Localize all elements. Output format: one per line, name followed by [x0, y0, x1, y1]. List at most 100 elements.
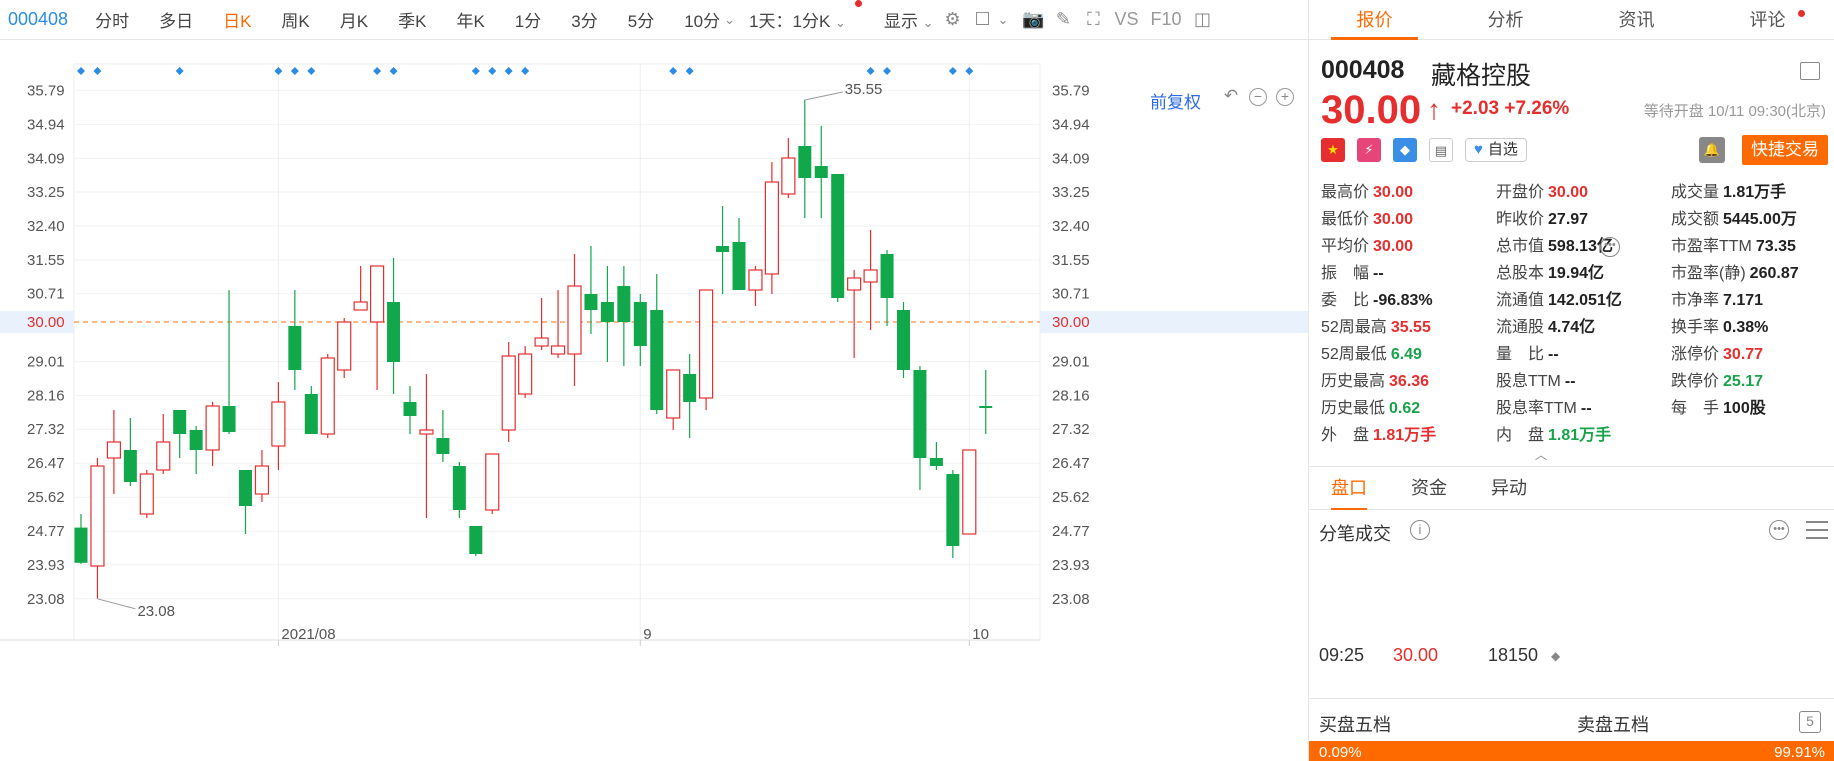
- stat-row: 52周最高 35.55 流通股 4.74亿 换手率 0.38%: [1321, 313, 1831, 340]
- collapse-chevron-icon[interactable]: ︿: [1535, 448, 1548, 462]
- pencil-icon[interactable]: ✎: [1055, 9, 1072, 29]
- min-label-leader: [97, 598, 136, 610]
- period-fenshi[interactable]: 分时: [95, 12, 130, 31]
- tick-direction-icon: ◆: [1551, 649, 1561, 663]
- candle-body: [831, 174, 845, 298]
- subtab-capital-flow[interactable]: 资金: [1411, 478, 1447, 498]
- bid-ratio: 0.09%: [1319, 744, 1362, 761]
- price-change-abs: +2.03: [1451, 98, 1500, 119]
- candle-body: [288, 326, 302, 370]
- info-icon[interactable]: i: [1410, 520, 1430, 540]
- current-price-label-bg-left: [0, 311, 74, 333]
- period-yearly-k[interactable]: 年K: [456, 12, 485, 31]
- sidebar-toggle-icon[interactable]: ◫: [1194, 9, 1212, 29]
- square-select-icon[interactable]: ☐: [974, 9, 991, 29]
- stat-row: 外 盘 1.81万手内 盘 1.81万手: [1321, 421, 1831, 448]
- stat-value: 260.87: [1749, 265, 1799, 282]
- menu-icon[interactable]: [1800, 62, 1820, 80]
- y-tick-label-left: 27.32: [27, 421, 65, 438]
- y-tick-label-right: 28.16: [1052, 388, 1090, 405]
- bid-five-title: 买盘五档: [1319, 715, 1391, 735]
- camera-icon[interactable]: 📷: [1022, 9, 1045, 29]
- stat-label: 跌停价: [1671, 373, 1720, 390]
- candle-body: [189, 430, 203, 450]
- tag-icon[interactable]: ◆: [1393, 138, 1417, 162]
- period-quarterly-k[interactable]: 季K: [398, 12, 427, 31]
- tab-news[interactable]: 资讯: [1618, 9, 1655, 30]
- tab-analysis[interactable]: 分析: [1487, 9, 1524, 30]
- last-price: 30.00: [1321, 88, 1422, 132]
- five-levels-icon[interactable]: 5: [1799, 711, 1821, 733]
- gear-icon[interactable]: ⚙: [944, 9, 961, 29]
- stat-cell: 市净率 7.171: [1671, 286, 1763, 310]
- stat-value: 19.94亿: [1548, 265, 1605, 282]
- stat-cell: 总股本 19.94亿: [1496, 259, 1604, 283]
- subtab-order-book[interactable]: 盘口: [1309, 466, 1389, 510]
- period-3min[interactable]: 3分: [571, 12, 598, 31]
- stat-row: 最低价 30.00 昨收价 27.97 成交额 5445.00万: [1321, 205, 1831, 232]
- lightning-icon[interactable]: ⚡: [1357, 138, 1381, 162]
- current-price-label-bg-right: [1040, 311, 1308, 333]
- y-tick-label-left: 25.62: [27, 489, 65, 506]
- stat-label: 成交额: [1671, 211, 1720, 228]
- list-icon[interactable]: [1806, 521, 1828, 539]
- candle-body: [123, 450, 137, 482]
- tick-more-icon[interactable]: •••: [1769, 520, 1789, 540]
- candle-body: [716, 246, 730, 252]
- candle-body: [254, 465, 270, 495]
- event-marker-icon: [471, 67, 480, 75]
- stat-label: 每 手: [1671, 400, 1720, 417]
- f10-button[interactable]: F10: [1150, 9, 1182, 29]
- stat-cell: 量 比 --: [1496, 340, 1559, 364]
- stat-cell: 历史最低 0.62: [1321, 394, 1420, 418]
- zoom-in-icon[interactable]: +: [1276, 88, 1294, 106]
- candle-body: [617, 286, 631, 322]
- stat-row: 52周最低 6.49 量 比 -- 涨停价 30.77: [1321, 340, 1831, 367]
- more-info-icon[interactable]: •••: [1600, 237, 1620, 257]
- vs-button[interactable]: VS: [1114, 9, 1139, 29]
- stat-label: 流通股: [1496, 319, 1545, 336]
- kline-chart-area[interactable]: 35.79 35.79 34.94 34.94 34.09 34.09 33.25 33.25…: [0, 40, 1308, 761]
- tab-comments[interactable]: 评论: [1749, 9, 1786, 30]
- candle-body: [222, 406, 236, 432]
- candle-body: [304, 394, 318, 434]
- stat-cell: 内 盘 1.81万手: [1496, 421, 1611, 445]
- period-1min[interactable]: 1分: [514, 12, 542, 31]
- stat-label: 历史最低: [1321, 400, 1386, 417]
- event-marker-icon: [669, 67, 678, 75]
- period-monthly-k[interactable]: 月K: [339, 12, 369, 31]
- bell-icon[interactable]: 🔔: [1699, 137, 1725, 163]
- period-weekly-k[interactable]: 周K: [281, 12, 310, 31]
- display-menu[interactable]: 显示 ⌄: [880, 7, 938, 32]
- stat-value: 27.97: [1548, 211, 1589, 228]
- zoom-out-icon[interactable]: −: [1249, 88, 1267, 106]
- candle-body: [567, 285, 582, 355]
- period-5min[interactable]: 5分: [627, 12, 655, 31]
- stat-value: 35.55: [1390, 319, 1431, 336]
- tab-quote[interactable]: 报价: [1309, 0, 1440, 40]
- interval-select[interactable]: 1天：1分K ⌄: [745, 7, 850, 32]
- adjust-mode-button[interactable]: 前复权: [1150, 93, 1201, 112]
- event-marker-icon: [175, 67, 184, 75]
- bookmark-icon[interactable]: ▤: [1429, 138, 1453, 162]
- period-more-chevron-icon[interactable]: ⌄: [724, 11, 736, 27]
- market-status: 等待开盘 10/11 09:30(北京): [1643, 103, 1826, 120]
- subtab-unusual[interactable]: 异动: [1491, 478, 1527, 498]
- square-chevron-icon[interactable]: ⌄: [997, 11, 1009, 27]
- candle-body: [781, 157, 796, 195]
- fullscreen-icon[interactable]: ⛶: [1087, 9, 1100, 29]
- quick-trade-button[interactable]: 快捷交易: [1742, 135, 1828, 165]
- period-10min[interactable]: 10分: [684, 12, 721, 31]
- add-watchlist-button[interactable]: ♥ 自选: [1465, 138, 1527, 162]
- toolbar-stock-code[interactable]: 000408: [8, 9, 69, 29]
- period-duori[interactable]: 多日: [159, 12, 194, 31]
- stat-value: --: [1373, 265, 1384, 282]
- stat-cell: 跌停价 25.17: [1671, 367, 1763, 391]
- candle-body: [139, 473, 154, 515]
- period-daily-k[interactable]: 日K: [223, 12, 252, 31]
- kline-chart[interactable]: 35.79 35.79 34.94 34.94 34.09 34.09 33.25 33.25…: [0, 40, 1308, 761]
- undo-icon[interactable]: ↶: [1223, 86, 1239, 105]
- stat-value: 30.00: [1373, 184, 1414, 201]
- y-tick-label-right: 23.93: [1052, 557, 1090, 574]
- y-tick-label-left: 26.47: [27, 455, 65, 472]
